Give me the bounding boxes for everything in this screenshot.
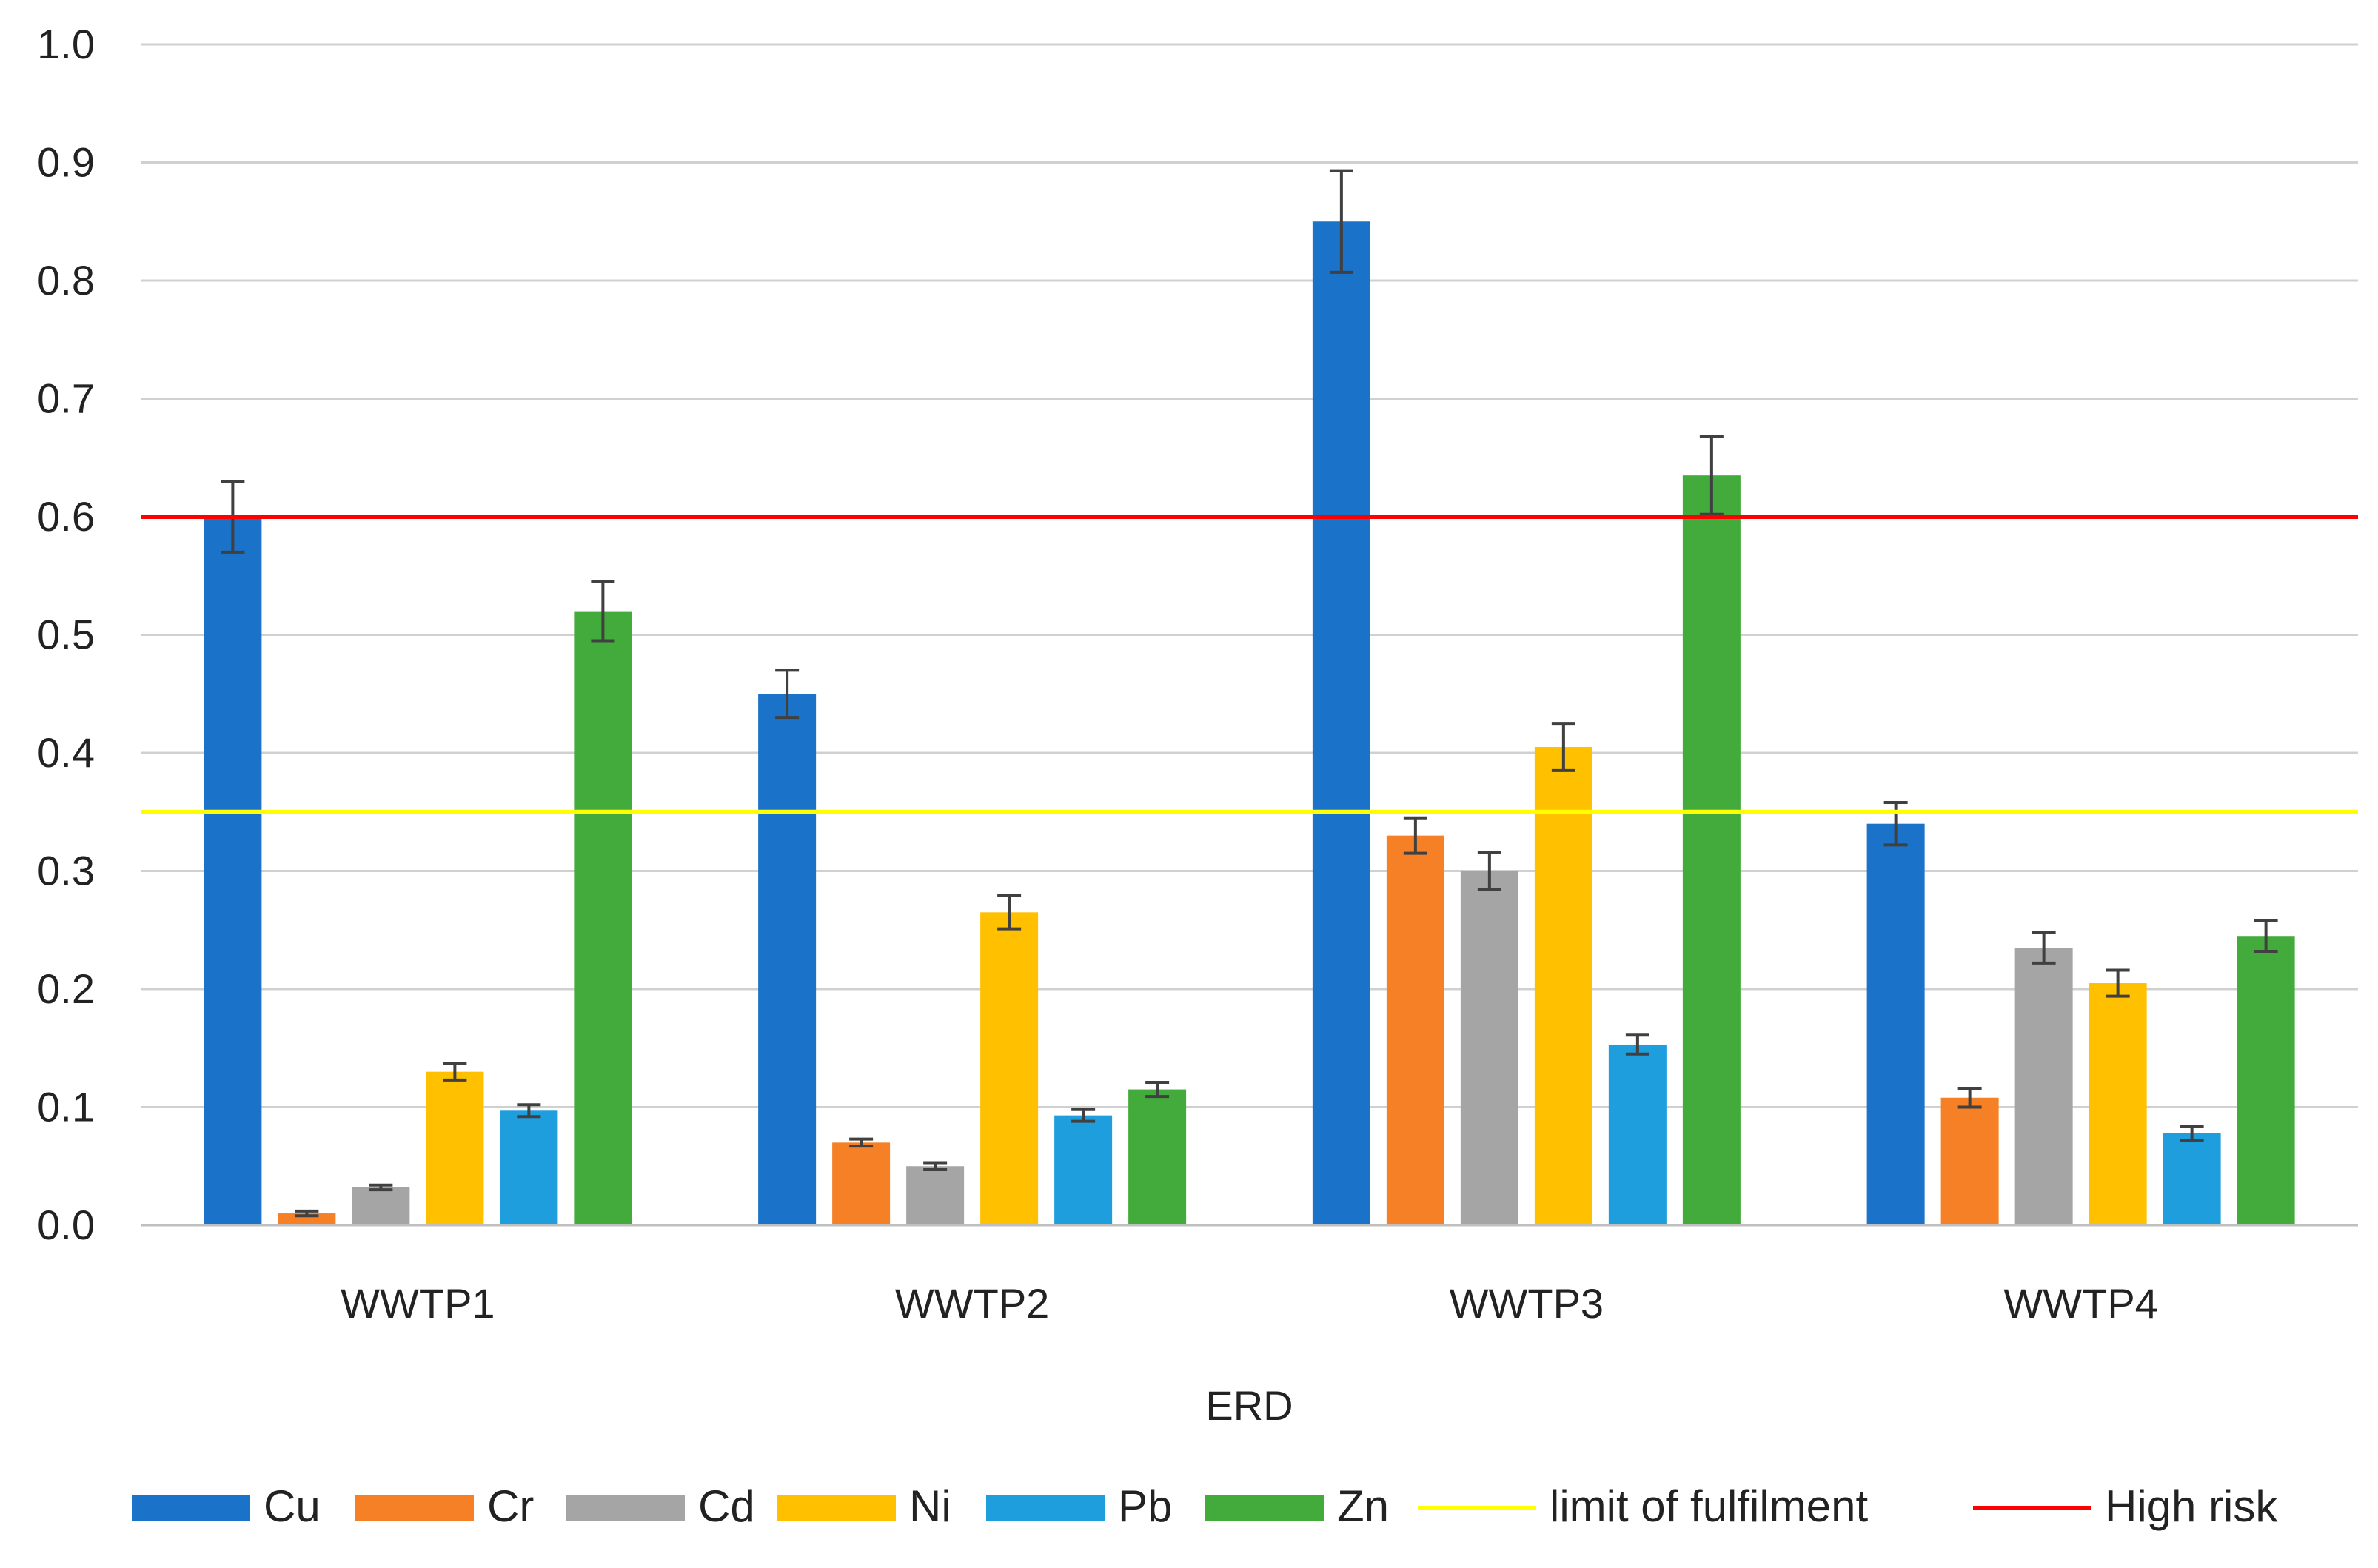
bar-cr-wwtp4 [1940,1097,1999,1225]
legend-swatch-cr [355,1495,474,1521]
legend-label: Cu [264,1481,321,1531]
legend-label: High risk [2105,1481,2278,1531]
y-tick-label: 0.7 [37,375,95,422]
x-category-label: WWTP4 [2003,1280,2157,1327]
bar-pb-wwtp1 [500,1110,558,1225]
y-tick-label: 0.8 [37,257,95,304]
bar-ni-wwtp2 [980,912,1039,1225]
bar-zn-wwtp4 [2237,936,2295,1225]
y-tick-label: 0.3 [37,848,95,894]
legend: Cu Cr Cd Ni Pb Zn limit of fulfilment High risk [132,1481,2278,1531]
bar-cu-wwtp1 [204,517,262,1225]
x-axis-title: ERD [1205,1382,1293,1429]
bar-zn-wwtp1 [574,611,632,1225]
bar-ni-wwtp1 [426,1071,484,1225]
bar-cr-wwtp3 [1386,835,1444,1225]
y-tick-label: 0.1 [37,1084,95,1130]
bar-pb-wwtp3 [1608,1044,1667,1225]
y-tick-label: 0.6 [37,493,95,540]
bar-pb-wwtp2 [1054,1115,1113,1225]
legend-label: Ni [909,1481,951,1531]
bar-ni-wwtp3 [1534,747,1592,1225]
y-tick-label: 0.0 [37,1202,95,1248]
reference-lines [141,515,2358,814]
legend-label: Cr [487,1481,534,1531]
bar-cd-wwtp3 [1460,871,1518,1225]
legend-swatch-cd [566,1495,685,1521]
legend-label: Zn [1337,1481,1389,1531]
bar-ni-wwtp4 [2089,983,2147,1225]
bar-zn-wwtp3 [1682,475,1741,1225]
legend-label: Pb [1118,1481,1172,1531]
legend-swatch-pb [986,1495,1105,1521]
bar-cu-wwtp2 [758,694,817,1225]
axes: 0.0 0.1 0.2 0.3 0.4 0.5 0.6 0.7 0.8 0.9 1.0 WWTP1 WW… [37,21,2358,1429]
bar-cu-wwtp4 [1866,823,1925,1225]
y-tick-label: 0.4 [37,729,95,776]
bar-zn-wwtp2 [1128,1089,1187,1225]
x-category-label: WWTP2 [895,1280,1049,1327]
y-tick-label: 1.0 [37,21,95,67]
y-tick-label: 0.5 [37,612,95,658]
y-tick-label: 0.2 [37,965,95,1012]
legend-label: limit of fulfilment [1550,1481,1868,1531]
bar-cd-wwtp1 [352,1187,410,1225]
legend-label: Cd [698,1481,755,1531]
legend-swatch-cu [132,1495,250,1521]
bars [204,221,2295,1225]
x-category-label: WWTP3 [1450,1280,1604,1327]
bar-cd-wwtp4 [2014,948,2073,1225]
bar-cd-wwtp2 [906,1166,965,1225]
error-bars [221,169,2278,1218]
legend-swatch-ni [777,1495,896,1521]
bar-cr-wwtp1 [278,1213,336,1225]
y-tick-label: 0.9 [37,139,95,186]
bar-pb-wwtp4 [2163,1133,2221,1225]
bar-cu-wwtp3 [1312,221,1370,1225]
bar-cr-wwtp2 [832,1142,891,1225]
x-category-label: WWTP1 [341,1280,495,1327]
legend-swatch-zn [1205,1495,1324,1521]
